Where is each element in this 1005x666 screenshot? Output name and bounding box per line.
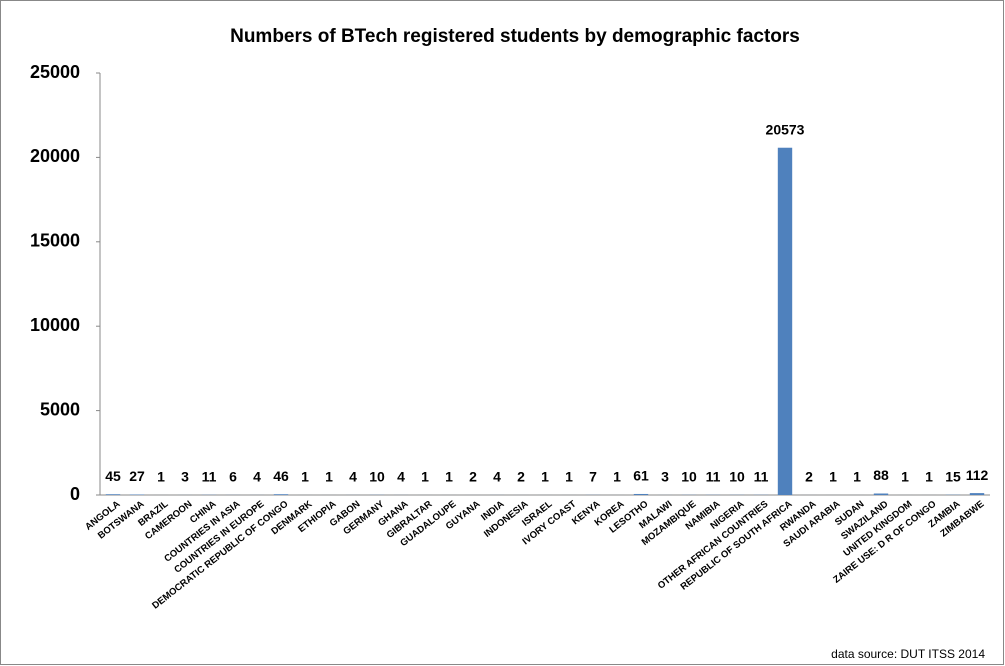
value-label: 112 xyxy=(966,467,989,483)
value-label: 2 xyxy=(805,469,813,485)
y-tick-label: 0 xyxy=(70,484,80,504)
source-note: data source: DUT ITSS 2014 xyxy=(831,647,985,661)
value-label: 1 xyxy=(613,469,621,485)
bar xyxy=(777,147,793,495)
bar xyxy=(105,494,121,495)
value-label: 2 xyxy=(517,469,525,485)
value-label: 1 xyxy=(925,469,933,485)
y-tick-label: 20000 xyxy=(30,146,80,166)
bar xyxy=(633,493,649,495)
value-label: 15 xyxy=(945,468,961,484)
value-label: 11 xyxy=(754,469,769,485)
value-label: 4 xyxy=(397,469,405,485)
value-label: 3 xyxy=(181,469,189,485)
value-label: 1 xyxy=(445,469,453,485)
value-label: 1 xyxy=(901,469,909,485)
value-label: 45 xyxy=(105,468,121,484)
value-label: 10 xyxy=(369,469,385,485)
value-label: 1 xyxy=(829,469,837,485)
bar xyxy=(273,494,289,495)
value-label: 1 xyxy=(301,469,309,485)
bar xyxy=(969,493,985,495)
value-label: 1 xyxy=(565,469,573,485)
value-label: 1 xyxy=(325,469,333,485)
bar xyxy=(873,493,889,495)
value-label: 2 xyxy=(469,469,477,485)
value-label: 4 xyxy=(493,469,501,485)
value-label: 4 xyxy=(253,469,261,485)
value-label: 1 xyxy=(157,469,165,485)
y-tick-label: 5000 xyxy=(40,399,80,419)
value-label: 4 xyxy=(349,469,357,485)
value-label: 20573 xyxy=(766,121,805,137)
value-label: 1 xyxy=(853,469,861,485)
value-label: 10 xyxy=(681,469,697,485)
value-label: 27 xyxy=(129,468,145,484)
value-label: 1 xyxy=(421,469,429,485)
value-label: 11 xyxy=(202,469,217,485)
value-label: 3 xyxy=(661,469,669,485)
value-label: 46 xyxy=(273,468,289,484)
value-label: 88 xyxy=(873,467,889,483)
value-label: 10 xyxy=(729,469,745,485)
y-tick-label: 10000 xyxy=(30,315,80,335)
value-label: 11 xyxy=(706,469,721,485)
value-label: 6 xyxy=(229,469,237,485)
value-label: 1 xyxy=(541,469,549,485)
chart-title: Numbers of BTech registered students by … xyxy=(230,26,800,47)
value-label: 7 xyxy=(589,469,597,485)
y-tick-label: 15000 xyxy=(30,231,80,251)
y-tick-label: 25000 xyxy=(30,62,80,82)
value-label: 61 xyxy=(633,468,649,484)
